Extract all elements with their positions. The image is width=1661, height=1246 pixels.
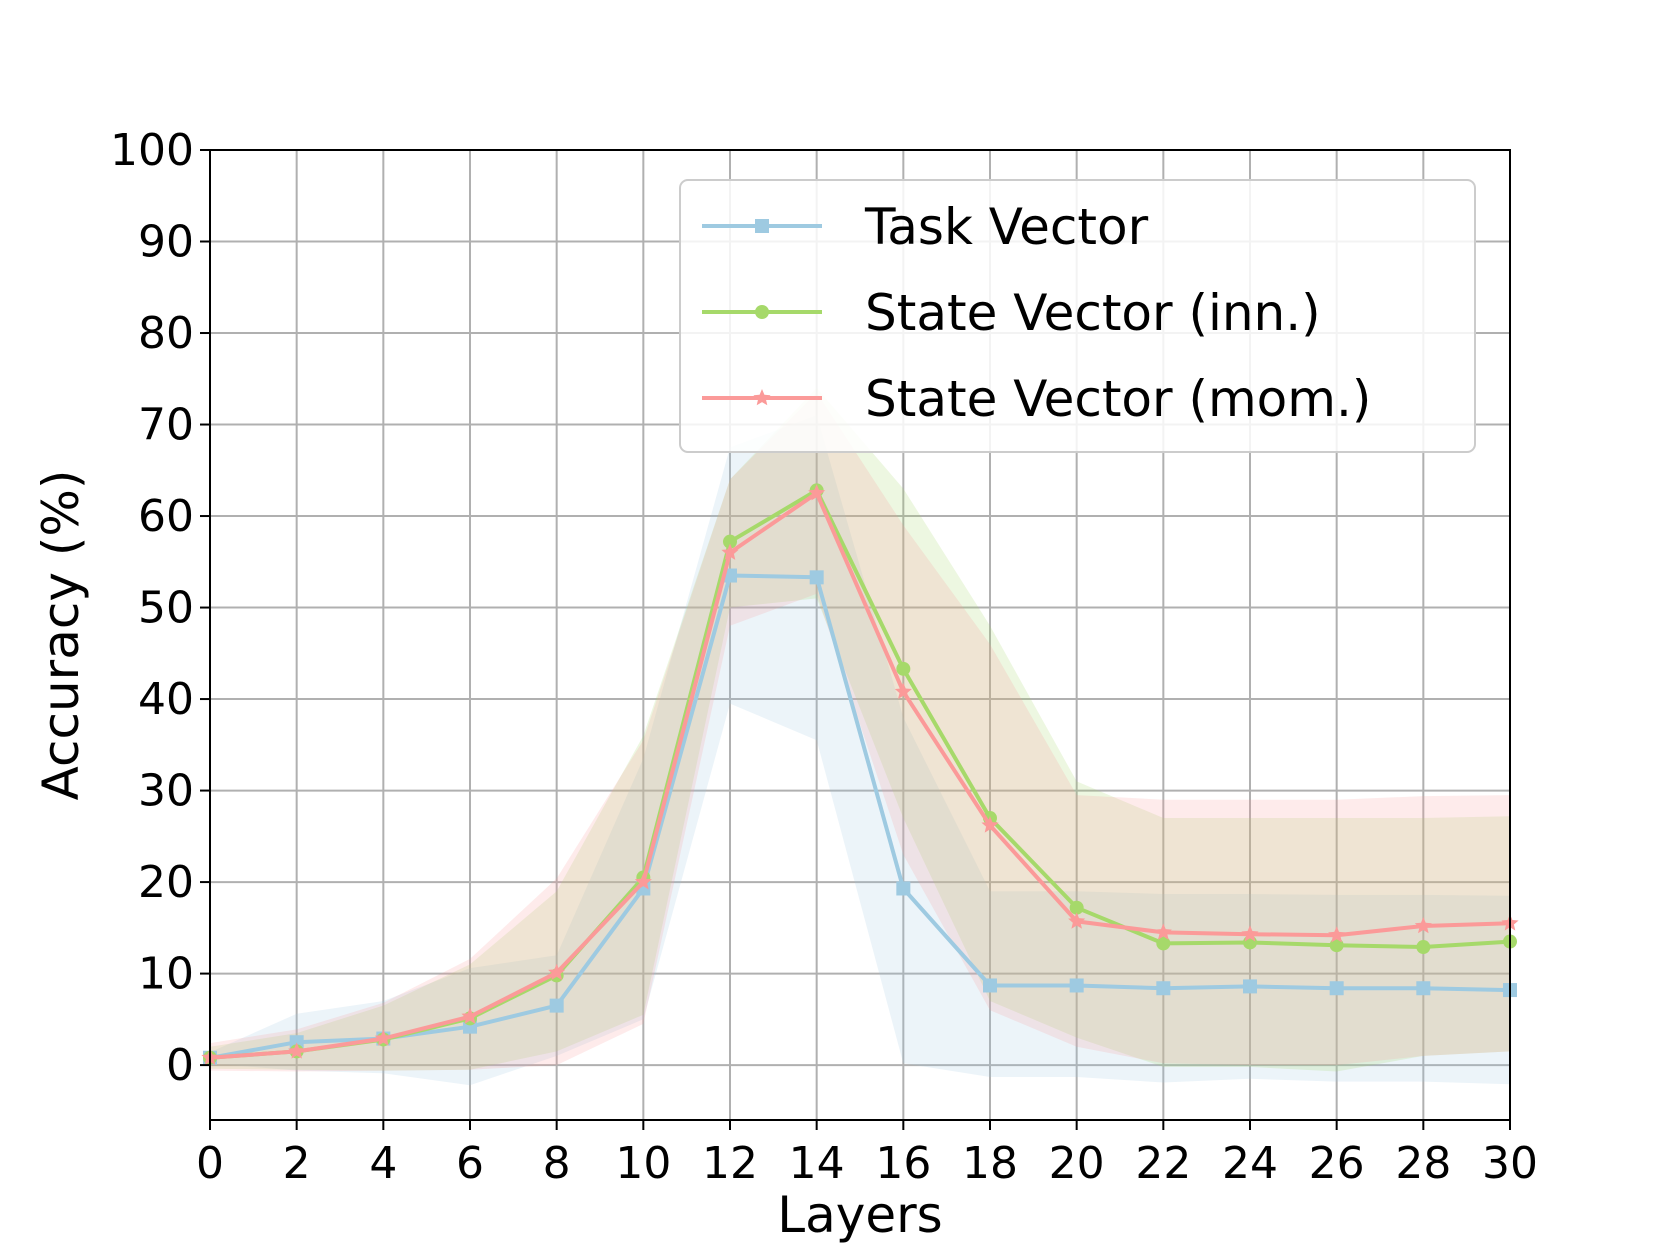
- band-area: [210, 387, 1510, 1072]
- point-marker: [1241, 925, 1259, 942]
- y-tick-label: 80: [138, 308, 194, 359]
- point-marker: [461, 1007, 479, 1024]
- y-tick-label: 70: [138, 400, 194, 451]
- point-marker: [721, 543, 739, 560]
- series-line: [209, 491, 1511, 1060]
- legend-label: State Vector (mom.): [865, 370, 1371, 428]
- y-axis-label: Accuracy (%): [32, 470, 90, 801]
- legend-box: [679, 179, 1476, 453]
- legend-label: State Vector (inn.): [865, 284, 1321, 342]
- y-tick-label: 60: [138, 491, 194, 542]
- confidence-bands: [210, 387, 1510, 1086]
- x-axis-ticks: 0 2 4 6 8 10 12 14 16 18 20 22 24 26 28 30: [196, 1120, 1538, 1189]
- x-tick-label: 14: [789, 1138, 845, 1189]
- y-tick-label: 40: [138, 674, 194, 725]
- x-tick-label: 24: [1222, 1138, 1278, 1189]
- point-marker: [634, 873, 652, 890]
- point-marker: [983, 978, 997, 993]
- point-marker: [894, 682, 912, 699]
- x-tick-label: 18: [962, 1138, 1018, 1189]
- plot-frame: [209, 149, 1511, 1121]
- y-tick-label: 10: [138, 949, 194, 1000]
- point-marker: [288, 1042, 306, 1059]
- y-tick-label: 50: [138, 583, 194, 634]
- x-tick-label: 30: [1482, 1138, 1538, 1189]
- legend-label: Task Vector: [864, 198, 1149, 256]
- point-marker: [1328, 926, 1346, 943]
- x-tick-label: 20: [1049, 1138, 1105, 1189]
- x-axis-label: Layers: [777, 1186, 942, 1244]
- legend-items: Task Vector State Vector (inn.) State Vect…: [702, 198, 1371, 428]
- legend: Task Vector State Vector (inn.) State Vect…: [679, 179, 1476, 453]
- band-area: [210, 392, 1510, 1072]
- point-marker: [1416, 981, 1431, 996]
- point-marker: [896, 881, 911, 896]
- point-marker: [755, 219, 769, 233]
- point-marker: [1416, 940, 1431, 955]
- series-group: [203, 568, 1517, 1065]
- x-tick-label: 2: [283, 1138, 311, 1189]
- band-area: [210, 415, 1510, 1086]
- series-line: [209, 573, 1511, 1060]
- point-marker: [896, 661, 911, 676]
- point-marker: [1329, 981, 1344, 996]
- point-marker: [549, 998, 564, 1013]
- x-tick-label: 28: [1395, 1138, 1451, 1189]
- point-marker: [1243, 979, 1257, 994]
- legend-entry: State Vector (mom.): [702, 370, 1371, 428]
- point-marker: [1156, 936, 1171, 951]
- point-marker: [548, 963, 566, 980]
- legend-entry: Task Vector: [702, 198, 1149, 256]
- y-tick-label: 100: [110, 125, 194, 176]
- x-tick-label: 8: [543, 1138, 571, 1189]
- point-marker: [755, 305, 769, 319]
- point-marker: [809, 570, 824, 585]
- y-tick-label: 0: [166, 1040, 194, 1091]
- point-marker: [1414, 917, 1432, 934]
- x-tick-label: 0: [196, 1138, 224, 1189]
- x-tick-label: 4: [369, 1138, 397, 1189]
- point-marker: [1156, 981, 1171, 996]
- y-axis-ticks: 0 10 20 30 40 50 60 70 80 90 100: [110, 125, 210, 1091]
- point-marker: [723, 534, 737, 549]
- y-tick-label: 90: [138, 217, 194, 268]
- point-marker: [374, 1029, 392, 1046]
- point-marker: [1069, 978, 1084, 993]
- y-tick-label: 20: [138, 857, 194, 908]
- point-marker: [753, 389, 771, 406]
- point-marker: [1069, 900, 1084, 915]
- x-tick-label: 26: [1309, 1138, 1365, 1189]
- legend-entry: State Vector (inn.): [702, 284, 1321, 342]
- x-tick-label: 22: [1135, 1138, 1191, 1189]
- x-tick-label: 10: [615, 1138, 671, 1189]
- x-tick-label: 12: [702, 1138, 758, 1189]
- point-marker: [1154, 923, 1172, 940]
- y-tick-label: 30: [138, 766, 194, 817]
- x-tick-label: 16: [875, 1138, 931, 1189]
- x-tick-label: 6: [456, 1138, 484, 1189]
- point-marker: [981, 816, 999, 833]
- point-marker: [808, 484, 826, 501]
- point-marker: [1068, 912, 1086, 929]
- point-marker: [1329, 938, 1344, 953]
